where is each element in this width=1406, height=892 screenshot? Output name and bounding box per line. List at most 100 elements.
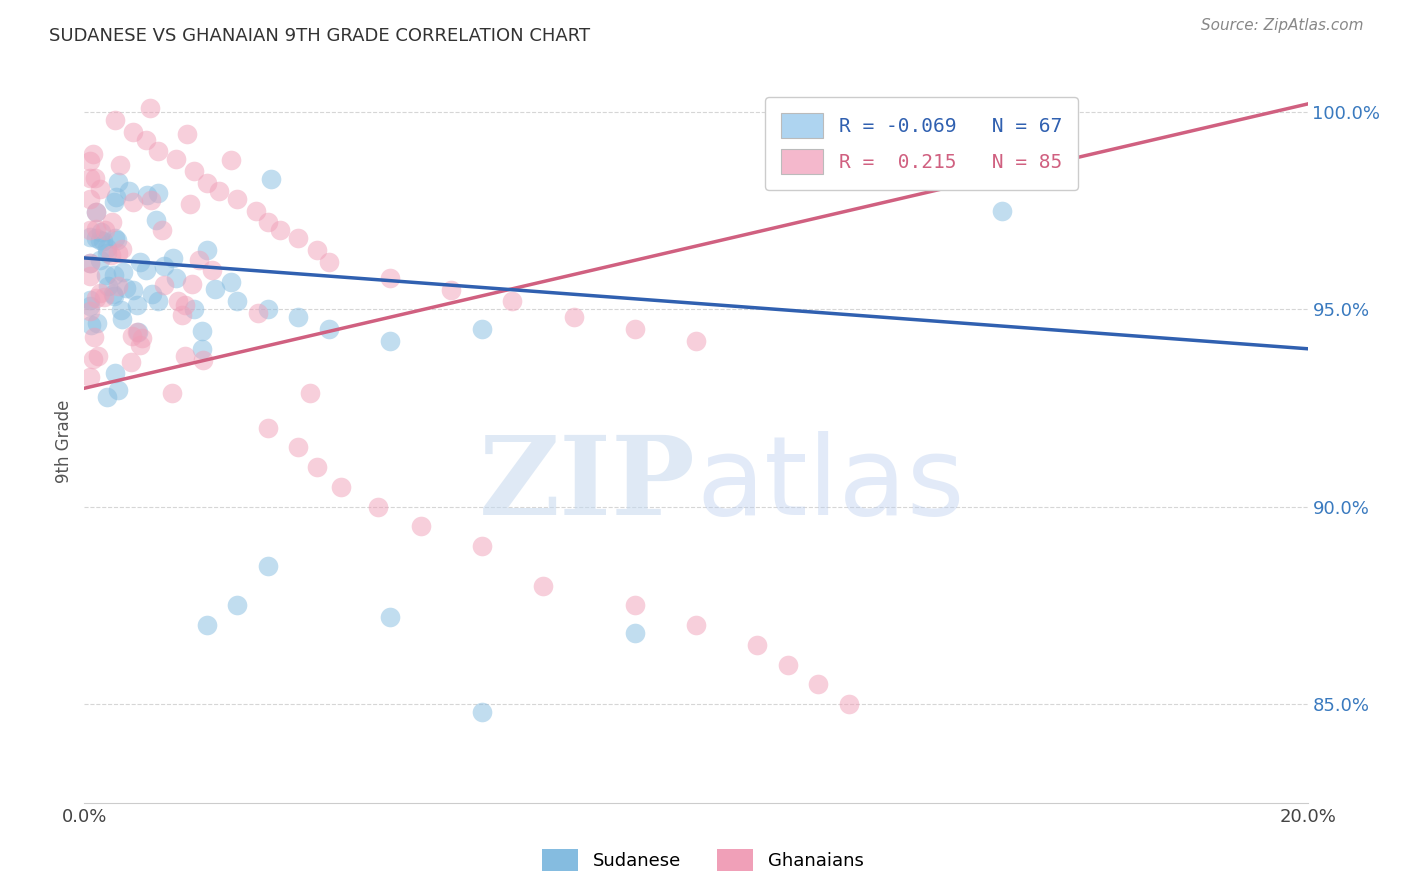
Point (93, 290, 115, 304)
Point (153, 277, 176, 292)
Point (257, 558, 280, 573)
Point (79, 223, 101, 237)
Point (195, 618, 218, 632)
Point (127, 326, 149, 340)
Point (101, 215, 124, 229)
Text: atlas: atlas (696, 432, 965, 539)
Point (107, 279, 129, 293)
Point (107, 245, 129, 260)
Point (183, 164, 205, 178)
Point (367, 500, 389, 514)
Point (108, 158, 131, 172)
Point (87, 349, 110, 363)
Point (409, 519, 432, 533)
Point (187, 253, 209, 268)
Point (110, 303, 132, 318)
Point (96, 241, 118, 255)
Point (122, 125, 145, 139)
Point (299, 385, 322, 400)
Point (103, 268, 125, 282)
Point (89, 233, 111, 247)
Point (502, 294, 524, 309)
Point (105, 190, 128, 204)
Point (245, 203, 267, 218)
Point (991, 203, 1014, 218)
Point (531, 579, 554, 593)
Point (305, 243, 328, 257)
Point (136, 188, 159, 202)
Point (79, 370, 101, 384)
Point (160, 385, 183, 400)
Point (471, 705, 494, 719)
Point (148, 186, 170, 201)
Point (624, 322, 647, 336)
Point (318, 255, 340, 269)
Point (162, 251, 184, 265)
Point (190, 324, 212, 338)
Point (287, 231, 309, 245)
Point (318, 322, 340, 336)
Point (89, 285, 111, 300)
Text: Source: ZipAtlas.com: Source: ZipAtlas.com (1201, 18, 1364, 33)
Point (79, 256, 101, 270)
Point (83, 330, 105, 344)
Point (111, 312, 134, 326)
Point (380, 270, 402, 285)
Point (125, 298, 148, 312)
Point (330, 480, 353, 494)
Point (257, 421, 280, 435)
Point (226, 192, 249, 206)
Point (146, 145, 169, 159)
Point (107, 384, 129, 398)
Point (79, 171, 101, 186)
Point (193, 352, 215, 367)
Point (84, 171, 107, 186)
Point (208, 184, 231, 198)
Point (195, 243, 218, 257)
Point (195, 176, 218, 190)
Point (685, 618, 707, 632)
Point (84, 204, 107, 219)
Legend: Sudanese, Ghanaians: Sudanese, Ghanaians (536, 842, 870, 879)
Point (96, 391, 118, 405)
Point (226, 294, 249, 309)
Point (84, 291, 107, 305)
Point (287, 441, 309, 455)
Point (82, 351, 104, 366)
Point (141, 287, 163, 301)
Point (115, 280, 138, 294)
Point (89, 252, 111, 267)
Point (91, 234, 114, 248)
Point (685, 334, 707, 348)
Point (90, 225, 112, 239)
Point (97, 279, 120, 293)
Point (129, 338, 152, 352)
Point (219, 275, 242, 289)
Point (84, 204, 107, 219)
Point (129, 255, 152, 269)
Point (105, 233, 128, 247)
Point (104, 231, 127, 245)
Point (122, 283, 145, 297)
Legend: R = -0.069   N = 67, R =  0.215   N = 85: R = -0.069 N = 67, R = 0.215 N = 85 (765, 97, 1077, 190)
Point (624, 626, 647, 640)
Point (94, 268, 117, 283)
Point (145, 213, 167, 227)
Point (165, 153, 187, 167)
Point (174, 349, 197, 363)
Point (440, 283, 463, 297)
Point (100, 248, 122, 262)
Text: SUDANESE VS GHANAIAN 9TH GRADE CORRELATION CHART: SUDANESE VS GHANAIAN 9TH GRADE CORRELATI… (49, 27, 591, 45)
Point (807, 677, 830, 691)
Point (170, 308, 193, 322)
Point (624, 599, 647, 613)
Point (79, 299, 101, 313)
Point (112, 265, 135, 279)
Point (120, 355, 142, 369)
Point (166, 293, 188, 308)
Y-axis label: 9th Grade: 9th Grade (55, 400, 73, 483)
Point (219, 153, 242, 167)
Point (139, 101, 162, 115)
Point (471, 539, 494, 553)
Point (305, 460, 328, 475)
